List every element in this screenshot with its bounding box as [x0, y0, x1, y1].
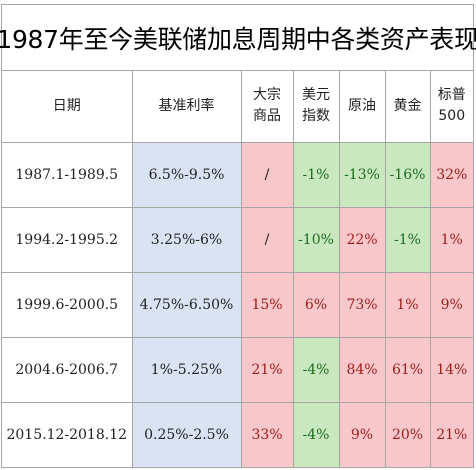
cell-oil: 84% [338, 336, 386, 403]
cell-oil: 9% [338, 401, 386, 468]
cell-usd: 6% [292, 271, 340, 338]
cell-sp500: 1% [429, 206, 473, 273]
cell-sp500: 14% [429, 336, 473, 403]
cell-date: 1994.2-1995.2 [2, 206, 133, 273]
cell-oil: -13% [338, 141, 386, 208]
cell-usd: -4% [292, 336, 340, 403]
cell-date: 1987.1-1989.5 [2, 141, 133, 208]
header-sp500-line2: 500 [438, 108, 466, 125]
cell-usd: -10% [292, 206, 340, 273]
cell-gold: -16% [384, 141, 431, 208]
table-row: 1999.6-2000.5 4.75%-6.50% 15% 6% 73% 1% … [2, 271, 473, 338]
cell-gold: 61% [384, 336, 431, 403]
cell-commodity: / [240, 206, 294, 273]
header-sp500-line1: 标普 [437, 87, 466, 104]
header-usd-line1: 美元 [302, 87, 330, 104]
cell-gold: 1% [384, 271, 431, 338]
cell-rate: 3.25%-6% [131, 206, 242, 273]
header-gold: 黄金 [384, 71, 431, 143]
cell-rate: 4.75%-6.50% [131, 271, 242, 338]
table-row: 1987.1-1989.5 6.5%-9.5% / -1% -13% -16% … [2, 141, 473, 208]
cell-oil: 73% [338, 271, 386, 338]
asset-performance-table-card: 1987年至今美联储加息周期中各类资产表现 日期 基准利率 大宗 商品 美元 指… [0, 4, 476, 468]
cell-rate: 0.25%-2.5% [131, 401, 242, 468]
cell-sp500: 9% [429, 271, 473, 338]
header-rate: 基准利率 [131, 71, 242, 143]
asset-performance-table: 日期 基准利率 大宗 商品 美元 指数 原油 黄金 标普 500 [2, 71, 473, 468]
cell-sp500: 21% [429, 401, 473, 468]
header-row: 日期 基准利率 大宗 商品 美元 指数 原油 黄金 标普 500 [2, 71, 473, 143]
header-commodity: 大宗 商品 [240, 71, 294, 143]
cell-gold: -1% [384, 206, 431, 273]
cell-usd: -1% [292, 141, 340, 208]
cell-usd: -4% [292, 401, 340, 468]
header-date: 日期 [2, 71, 133, 143]
cell-date: 2015.12-2018.12 [2, 401, 133, 468]
cell-commodity: 21% [240, 336, 294, 403]
header-sp500: 标普 500 [429, 71, 473, 143]
cell-sp500: 32% [429, 141, 473, 208]
header-oil: 原油 [338, 71, 386, 143]
header-commodity-line1: 大宗 [253, 87, 281, 104]
cell-date: 1999.6-2000.5 [2, 271, 133, 338]
cell-gold: 20% [384, 401, 431, 468]
cell-date: 2004.6-2006.7 [2, 336, 133, 403]
header-commodity-line2: 商品 [253, 108, 281, 125]
table-row: 1994.2-1995.2 3.25%-6% / -10% 22% -1% 1% [2, 206, 473, 273]
table-row: 2015.12-2018.12 0.25%-2.5% 33% -4% 9% 20… [2, 401, 473, 468]
header-usd-line2: 指数 [302, 108, 330, 125]
cell-commodity: 15% [240, 271, 294, 338]
cell-commodity: / [240, 141, 294, 208]
cell-rate: 1%-5.25% [131, 336, 242, 403]
cell-commodity: 33% [240, 401, 294, 468]
table-title: 1987年至今美联储加息周期中各类资产表现 [0, 5, 476, 71]
header-usd: 美元 指数 [292, 71, 340, 143]
table-row: 2004.6-2006.7 1%-5.25% 21% -4% 84% 61% 1… [2, 336, 473, 403]
cell-oil: 22% [338, 206, 386, 273]
cell-rate: 6.5%-9.5% [131, 141, 242, 208]
